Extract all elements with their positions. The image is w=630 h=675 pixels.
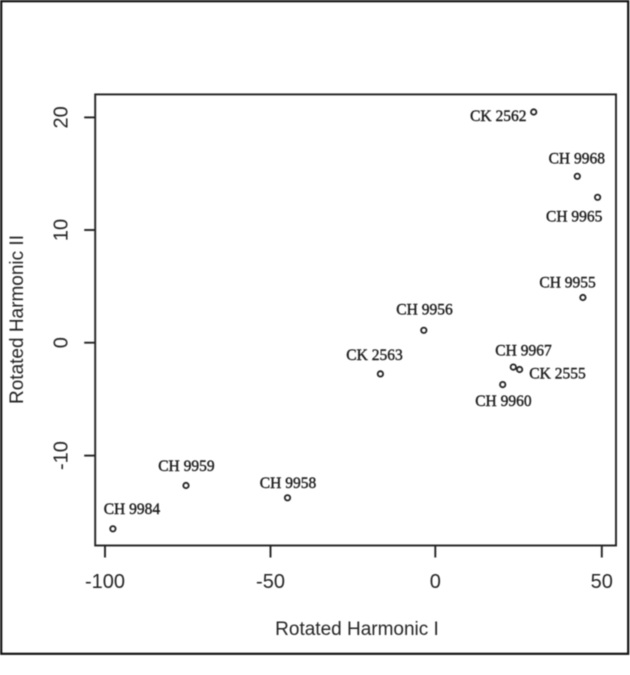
svg-text:CH 9984: CH 9984 xyxy=(104,501,161,518)
svg-text:CH 9967: CH 9967 xyxy=(495,343,552,360)
svg-text:CK 2562: CK 2562 xyxy=(470,108,526,125)
svg-text:CH 9959: CH 9959 xyxy=(158,458,215,475)
svg-text:CH 9968: CH 9968 xyxy=(549,151,606,168)
svg-text:CK 2563: CK 2563 xyxy=(346,347,403,364)
svg-text:CH 9960: CH 9960 xyxy=(475,393,532,410)
svg-text:-100: -100 xyxy=(85,571,125,593)
svg-text:CH 9955: CH 9955 xyxy=(539,275,596,292)
svg-text:Rotated Harmonic I: Rotated Harmonic I xyxy=(275,619,439,640)
svg-text:CH 9956: CH 9956 xyxy=(396,302,453,319)
svg-text:0: 0 xyxy=(430,571,441,593)
svg-text:50: 50 xyxy=(591,571,613,593)
svg-text:Rotated Harmonic II: Rotated Harmonic II xyxy=(7,235,28,404)
svg-text:CK 2555: CK 2555 xyxy=(529,366,586,383)
svg-text:CH 9965: CH 9965 xyxy=(546,209,603,226)
svg-text:0: 0 xyxy=(51,337,73,348)
svg-text:-50: -50 xyxy=(256,571,285,593)
svg-text:-10: -10 xyxy=(51,441,73,470)
svg-text:10: 10 xyxy=(51,219,73,241)
svg-text:CH 9958: CH 9958 xyxy=(260,475,317,492)
svg-text:20: 20 xyxy=(51,106,73,128)
